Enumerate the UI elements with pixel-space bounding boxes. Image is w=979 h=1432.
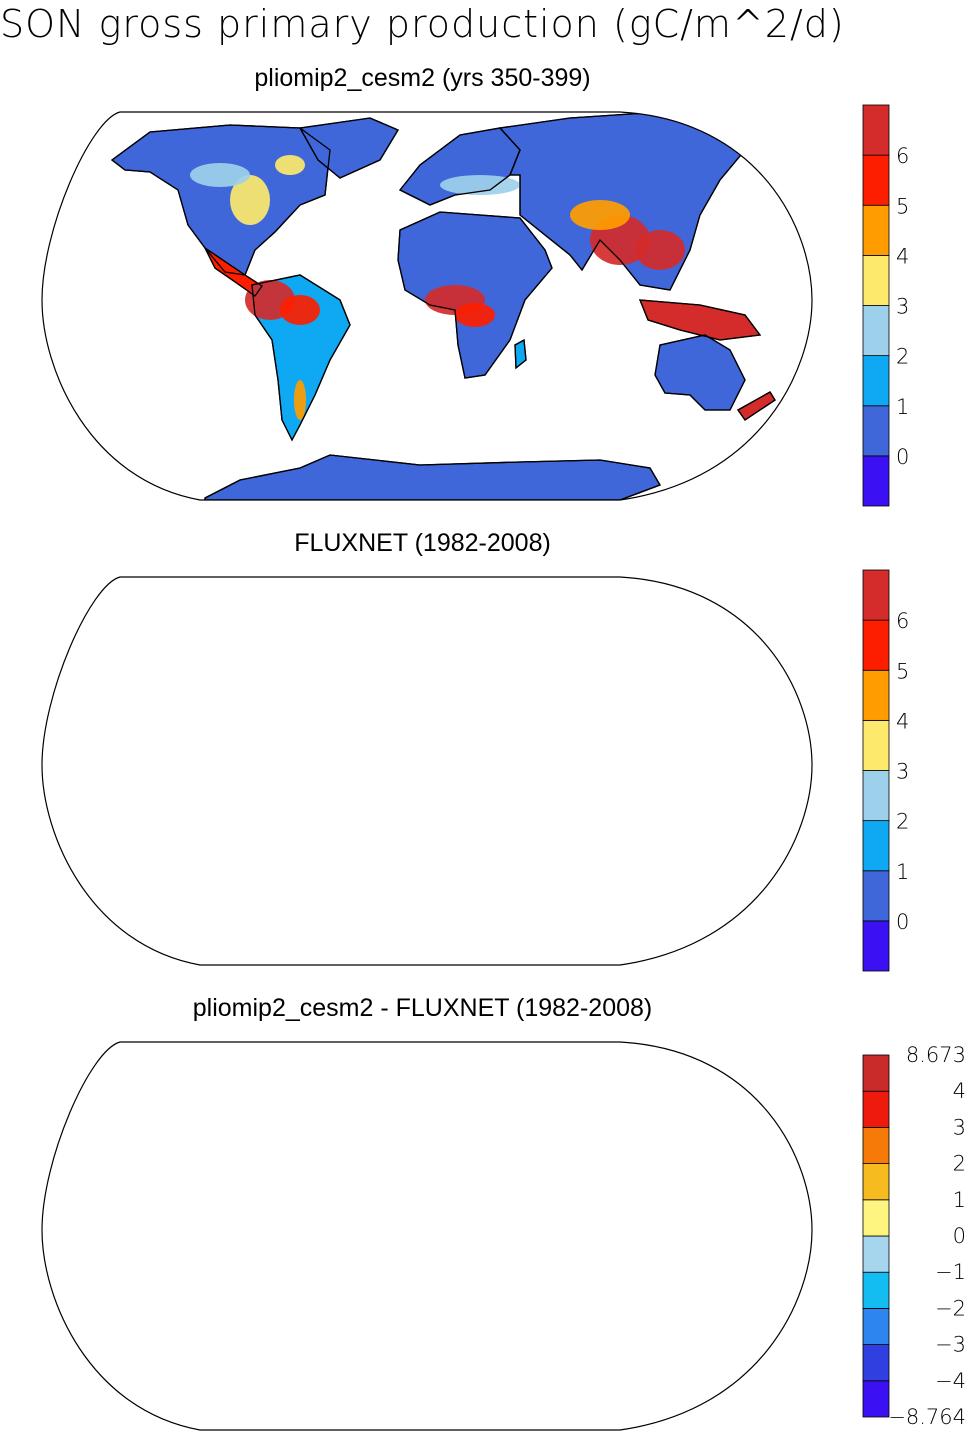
continent-namerica xyxy=(112,1055,330,1205)
map-panel-fluxnet: 0 1 2 3 4 5 6 xyxy=(41,569,909,972)
colorbar-tick-label: 0 xyxy=(953,1224,966,1248)
colorbar-tick-label: 2 xyxy=(896,810,909,834)
field-patch xyxy=(560,1170,580,1200)
colorbar-segment xyxy=(862,154,890,206)
colorbar-segment xyxy=(862,305,890,357)
colorbar-segment xyxy=(862,619,890,671)
colorbar-segment xyxy=(862,1271,890,1309)
colorbar-segment xyxy=(862,719,890,771)
colorbar-segment xyxy=(862,1090,890,1128)
colorbar-tick-label: 1 xyxy=(896,860,909,884)
colorbar-segment xyxy=(862,1235,890,1273)
panel-2-title: FLUXNET (1982-2008) xyxy=(294,529,551,557)
colorbar-tick-label: −8.764 xyxy=(888,1405,966,1429)
continent-nz xyxy=(738,1322,775,1350)
land-layer xyxy=(112,1042,775,1430)
colorbar-tick-label: 5 xyxy=(896,659,909,683)
continent-camerica xyxy=(205,1178,262,1226)
field-patch xyxy=(280,295,320,325)
colorbar-tick-label: 0 xyxy=(896,445,909,469)
colorbar-tick-label: 3 xyxy=(953,1115,966,1139)
colorbar-segment xyxy=(862,770,890,822)
field-patch xyxy=(440,175,520,195)
colorbar-tick-label: 4 xyxy=(953,1079,966,1103)
colorbar-tick-label: 0 xyxy=(896,910,909,934)
map-border xyxy=(41,1041,813,1431)
continent-greenland xyxy=(300,1048,398,1108)
colorbar: 0 1 2 3 4 5 6 xyxy=(862,569,909,972)
colorbar-tick-label: 5 xyxy=(896,194,909,218)
colorbar-segment xyxy=(862,569,890,621)
field-patch xyxy=(580,1145,640,1175)
field-patch xyxy=(294,380,306,420)
colorbar-tick-label: −2 xyxy=(935,1296,966,1320)
field-patch xyxy=(395,1138,485,1166)
colorbar-tick-label: 4 xyxy=(896,244,909,268)
field-patch xyxy=(230,1125,270,1165)
field-patch xyxy=(410,1157,510,1167)
field-patch xyxy=(635,230,685,270)
colorbar-segment xyxy=(862,104,890,156)
colorbar-segment xyxy=(862,870,890,922)
colorbar-tick-label: 6 xyxy=(896,144,909,168)
colorbar-tick-label: −4 xyxy=(935,1369,966,1393)
field-patch xyxy=(295,1348,305,1372)
field-patch xyxy=(275,155,305,175)
colorbar-segment xyxy=(862,920,890,972)
field-patch xyxy=(465,1275,495,1305)
field-patch xyxy=(225,1178,255,1202)
continent-samerica xyxy=(252,1205,350,1370)
colorbar-segment xyxy=(862,1054,890,1092)
colorbar-segment xyxy=(862,1127,890,1165)
continent-indonesia xyxy=(640,1230,760,1270)
field-patch xyxy=(680,1285,720,1335)
colorbar-tick-label: 4 xyxy=(896,709,909,733)
colorbar-segment xyxy=(862,1308,890,1346)
colorbar-tick-label: 2 xyxy=(953,1152,966,1176)
field-patch xyxy=(268,1220,332,1300)
continent-antarctica xyxy=(205,1385,660,1430)
continent-asia xyxy=(500,1042,745,1220)
continent-europe xyxy=(400,1058,520,1135)
colorbar-segment xyxy=(862,455,890,507)
colorbar-segment xyxy=(862,1380,890,1418)
map-panel-model: 0 1 2 3 4 5 6 xyxy=(41,104,909,507)
land-layer xyxy=(110,112,776,500)
continent-madagascar xyxy=(515,1270,526,1298)
colorbar-segment xyxy=(862,204,890,256)
colorbar: 0 1 2 3 4 5 6 xyxy=(862,104,909,507)
colorbar-segment xyxy=(862,1163,890,1201)
colorbar-segment xyxy=(862,1344,890,1382)
colorbar-segment xyxy=(862,1199,890,1237)
colorbar-tick-label: −3 xyxy=(935,1333,966,1357)
panel-1-title: pliomip2_cesm2 (yrs 350-399) xyxy=(254,64,591,92)
colorbar-tick-label: 1 xyxy=(896,395,909,419)
colorbar-tick-label: −1 xyxy=(935,1260,966,1284)
figure-title: SON gross primary production (gC/m^2/d) xyxy=(0,2,845,46)
continent-australia xyxy=(655,1265,745,1340)
map-border xyxy=(41,576,813,966)
colorbar-tick-label: 8.673 xyxy=(906,1043,966,1067)
colorbar-segment xyxy=(862,254,890,306)
field-patch xyxy=(455,1235,505,1265)
colorbar-tick-label: 6 xyxy=(896,609,909,633)
field-patch xyxy=(455,303,495,327)
panel-3-title: pliomip2_cesm2 - FLUXNET (1982-2008) xyxy=(192,994,653,1022)
colorbar-tick-label: 2 xyxy=(896,345,909,369)
colorbar-tick-label: 1 xyxy=(953,1188,966,1212)
colorbar-tick-label: 3 xyxy=(896,295,909,319)
colorbar-segment xyxy=(862,820,890,872)
map-border xyxy=(41,111,813,501)
field-patch xyxy=(555,1162,595,1178)
field-patch xyxy=(190,163,250,187)
field-patch xyxy=(570,200,630,230)
field-patch xyxy=(230,175,270,225)
continent-africa xyxy=(398,1142,552,1308)
colorbar-segment xyxy=(862,355,890,407)
colorbar-tick-label: 3 xyxy=(896,760,909,784)
colorbar: 8.673 4 3 2 1 0 −1 −2 −3 −4 −8.764 xyxy=(862,1043,966,1429)
colorbar-segment xyxy=(862,669,890,721)
colorbar-segment xyxy=(862,405,890,457)
